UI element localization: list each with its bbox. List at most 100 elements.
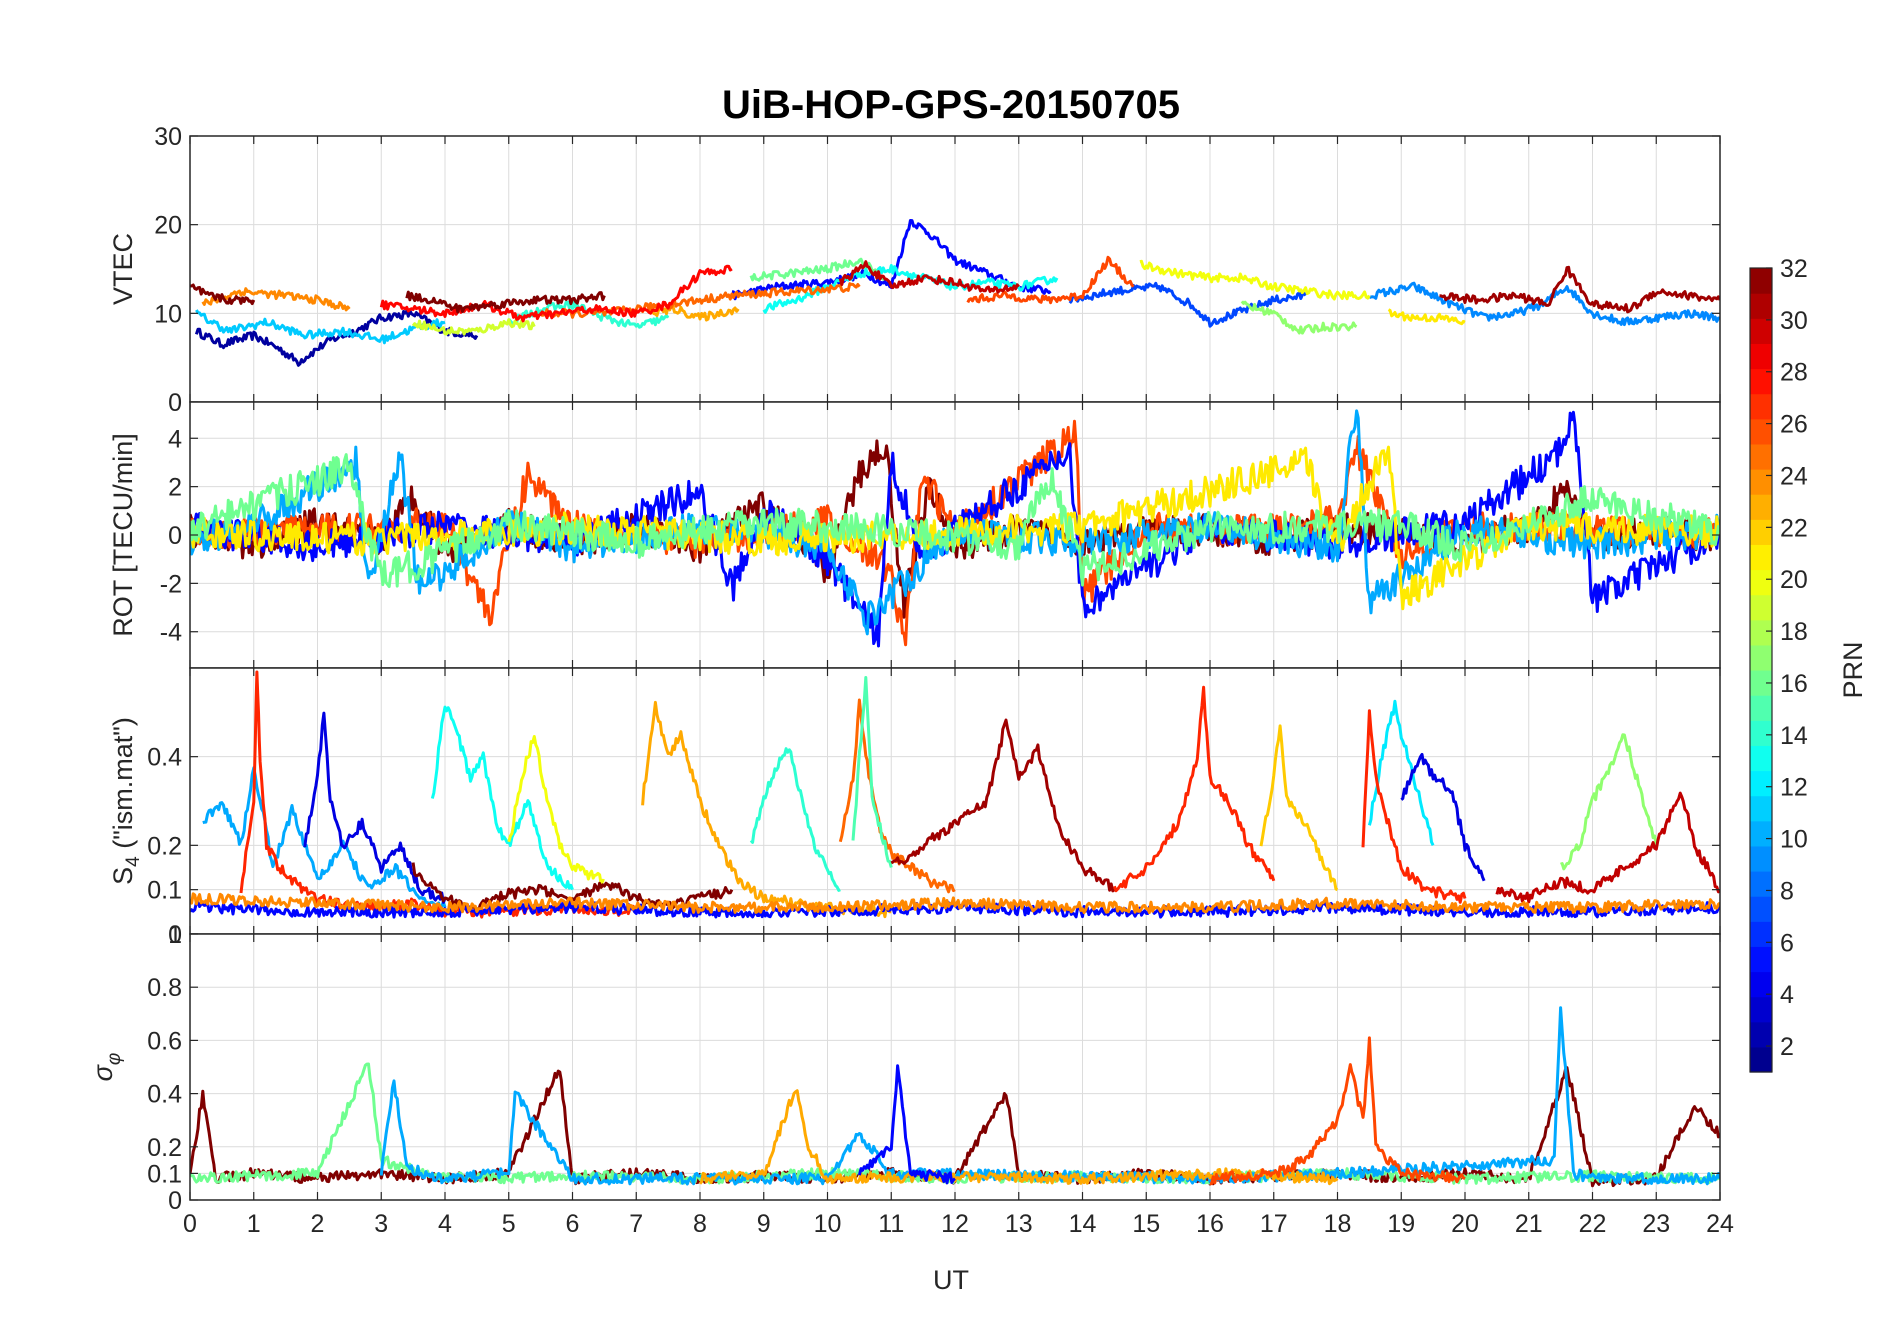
colorbar-tick-label: 22 — [1780, 514, 1808, 542]
colorbar-band — [1750, 1046, 1772, 1073]
x-tick-label: 4 — [438, 1210, 452, 1238]
series-prn-30 — [838, 260, 1020, 294]
y-tick-label: 0.6 — [147, 1027, 182, 1055]
colorbar-band — [1750, 544, 1772, 571]
series-prn-20 — [1139, 259, 1371, 301]
colorbar-band — [1750, 318, 1772, 344]
x-tick-label: 7 — [629, 1210, 643, 1238]
series-prn-23 — [647, 304, 740, 322]
colorbar-band — [1750, 921, 1772, 947]
y-tick-label: 0 — [168, 389, 182, 417]
colorbar-band — [1750, 443, 1772, 470]
colorbar-band — [1750, 745, 1772, 772]
colorbar-tick-label: 14 — [1780, 722, 1808, 750]
x-axis-label: UT — [933, 1265, 969, 1295]
y-tick-label: -2 — [160, 570, 182, 598]
colorbar-label: PRN — [1838, 641, 1868, 698]
x-tick-label: 21 — [1515, 1210, 1543, 1238]
colorbar-band — [1750, 619, 1772, 646]
y-tick-label: -4 — [160, 619, 182, 647]
series-prn-16 — [749, 257, 886, 282]
y-axis-label-rot: ROT [TECU/min] — [108, 433, 138, 637]
colorbar-band — [1750, 1021, 1772, 1048]
colorbar-band — [1750, 343, 1772, 370]
colorbar-frame — [1749, 267, 1773, 1073]
colorbar-tick-label: 10 — [1780, 826, 1808, 854]
x-tick-label: 22 — [1579, 1210, 1607, 1238]
y-tick-label: 0.1 — [147, 1160, 182, 1188]
series-prn-30 — [1495, 791, 1720, 904]
x-tick-label: 5 — [502, 1210, 516, 1238]
y-tick-label: 0.2 — [147, 832, 182, 860]
series-prn-17 — [1559, 733, 1658, 871]
colorbar-tick-label: 30 — [1780, 307, 1808, 335]
y-tick-label: 0.8 — [147, 974, 182, 1002]
x-tick-label: 14 — [1069, 1210, 1097, 1238]
series-prn-19 — [411, 318, 536, 336]
x-tick-label: 20 — [1451, 1210, 1479, 1238]
colorbar-tick-label: 8 — [1780, 877, 1794, 905]
series-prn-7 — [1068, 281, 1307, 328]
colorbar-band — [1750, 418, 1772, 445]
y-tick-label: 0.1 — [147, 877, 182, 905]
y-tick-label: 0.4 — [147, 1081, 182, 1109]
y-tick-label: 2 — [168, 474, 182, 502]
series-prn-26 — [966, 255, 1135, 305]
colorbar-band — [1750, 820, 1772, 847]
series-prn-28 — [379, 264, 733, 323]
x-tick-label: 16 — [1196, 1210, 1224, 1238]
series-prn-32 — [190, 283, 256, 306]
colorbar-band — [1750, 871, 1772, 897]
x-axis: 0 1 2 3 4 5 6 7 8 9 10 11 12 13 14 15 16 17 18 19 20 21 22 23 24 — [183, 1210, 1734, 1238]
series-prn-2 — [194, 309, 479, 367]
colorbar-tick-label: 4 — [1780, 981, 1794, 1009]
series-prn-11 — [195, 309, 446, 345]
colorbar-band — [1750, 368, 1772, 395]
series-prn-22 — [1259, 724, 1339, 892]
series-prn-13 — [762, 264, 1059, 314]
colorbar-band — [1750, 569, 1772, 596]
x-tick-label: 23 — [1642, 1210, 1670, 1238]
series-prn-27 — [1361, 709, 1467, 904]
y-axis-label-sigma: σφ — [88, 1053, 125, 1082]
series-prn-25 — [539, 282, 861, 319]
x-tick-label: 3 — [374, 1210, 388, 1238]
panel-s4: 0 0.1 0.2 0.4S4 ("ism.mat") — [108, 667, 1721, 949]
series-prn-16 — [190, 453, 1720, 589]
series-prn-26 — [1209, 1036, 1466, 1186]
y-tick-label: 0.4 — [147, 744, 182, 772]
colorbar-tick-label: 6 — [1780, 929, 1794, 957]
series-prn-31 — [1439, 265, 1720, 314]
x-tick-label: 10 — [814, 1210, 842, 1238]
x-tick-label: 12 — [941, 1210, 969, 1238]
colorbar-band — [1750, 845, 1772, 872]
x-tick-label: 13 — [1005, 1210, 1033, 1238]
series-prn-5 — [190, 410, 1720, 648]
series-prn-5 — [857, 1064, 956, 1185]
x-tick-label: 6 — [566, 1210, 580, 1238]
colorbar-tick-label: 12 — [1780, 774, 1808, 802]
series-prn-25 — [838, 698, 956, 894]
y-tick-label: 1 — [168, 921, 182, 949]
colorbar-band — [1750, 795, 1772, 822]
series-prn-21 — [1387, 308, 1466, 326]
panel-rot: -4 -2 0 2 4 ROT [TECU/min] — [108, 401, 1721, 669]
x-tick-label: 11 — [878, 1210, 904, 1238]
colorbar-band — [1750, 670, 1772, 696]
colorbar-band — [1750, 946, 1772, 973]
x-tick-label: 18 — [1324, 1210, 1352, 1238]
series-prn-17 — [1240, 300, 1358, 335]
x-tick-label: 2 — [311, 1210, 325, 1238]
series-prn-31 — [890, 718, 1116, 893]
y-tick-label: 0.2 — [147, 1134, 182, 1162]
series-group — [190, 1006, 1720, 1188]
colorbar-band — [1750, 996, 1772, 1023]
x-tick-label: 15 — [1132, 1210, 1160, 1238]
colorbar-band — [1750, 971, 1772, 998]
colorbar-band — [1750, 770, 1772, 797]
series-prn-12 — [1367, 699, 1435, 846]
y-tick-label: 20 — [154, 212, 182, 240]
